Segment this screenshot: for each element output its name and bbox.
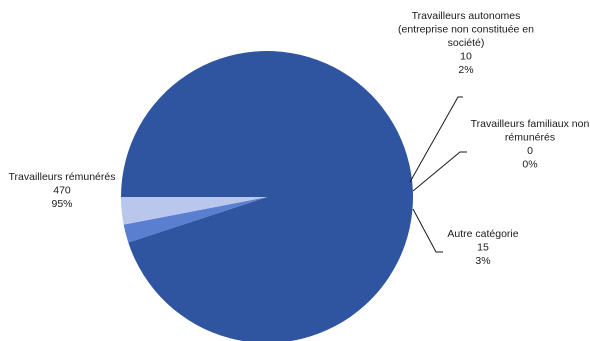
slice-name-line: Travailleurs autonomes (412, 10, 521, 22)
slice-labels: Travailleurs rémunérés 470 95%Travailleurs… (9, 10, 590, 267)
slice-name-line: Autre catégorie (447, 228, 518, 240)
pie-slices (121, 51, 413, 341)
slice-label-4: Autre catégorie 15 3% (447, 228, 518, 267)
slice-percent: 3% (475, 255, 490, 267)
slice-name-line: société) (448, 37, 485, 49)
slice-value: 10 (460, 51, 472, 63)
slice-percent: 0% (522, 159, 537, 171)
slice-label-1: Travailleurs rémunérés 470 95% (9, 171, 116, 210)
slice-percent: 95% (51, 198, 72, 210)
slice-value: 0 (527, 145, 533, 157)
slice-name-line: (entreprise non constituée en (398, 24, 534, 36)
leader-line-3 (412, 151, 467, 192)
slice-value: 15 (477, 242, 489, 254)
pie-slice-1 (121, 51, 413, 341)
slice-percent: 2% (458, 64, 473, 76)
slice-name-line: Travailleurs rémunérés (9, 171, 116, 183)
slice-name-line: Travailleurs familiaux non (471, 118, 590, 130)
leader-lines (409, 96, 467, 253)
slice-label-3: Travailleurs familiaux non rémunérés 0 0% (471, 118, 590, 171)
slice-label-2: Travailleurs autonomes (entreprise non co… (398, 10, 534, 76)
pie-slice-4 (121, 197, 267, 225)
leader-line-4 (412, 208, 443, 253)
leader-line-2 (409, 96, 463, 183)
slice-value: 470 (53, 185, 71, 197)
pie-slice-2 (123, 197, 267, 243)
slice-name-line: rémunérés (505, 132, 555, 144)
